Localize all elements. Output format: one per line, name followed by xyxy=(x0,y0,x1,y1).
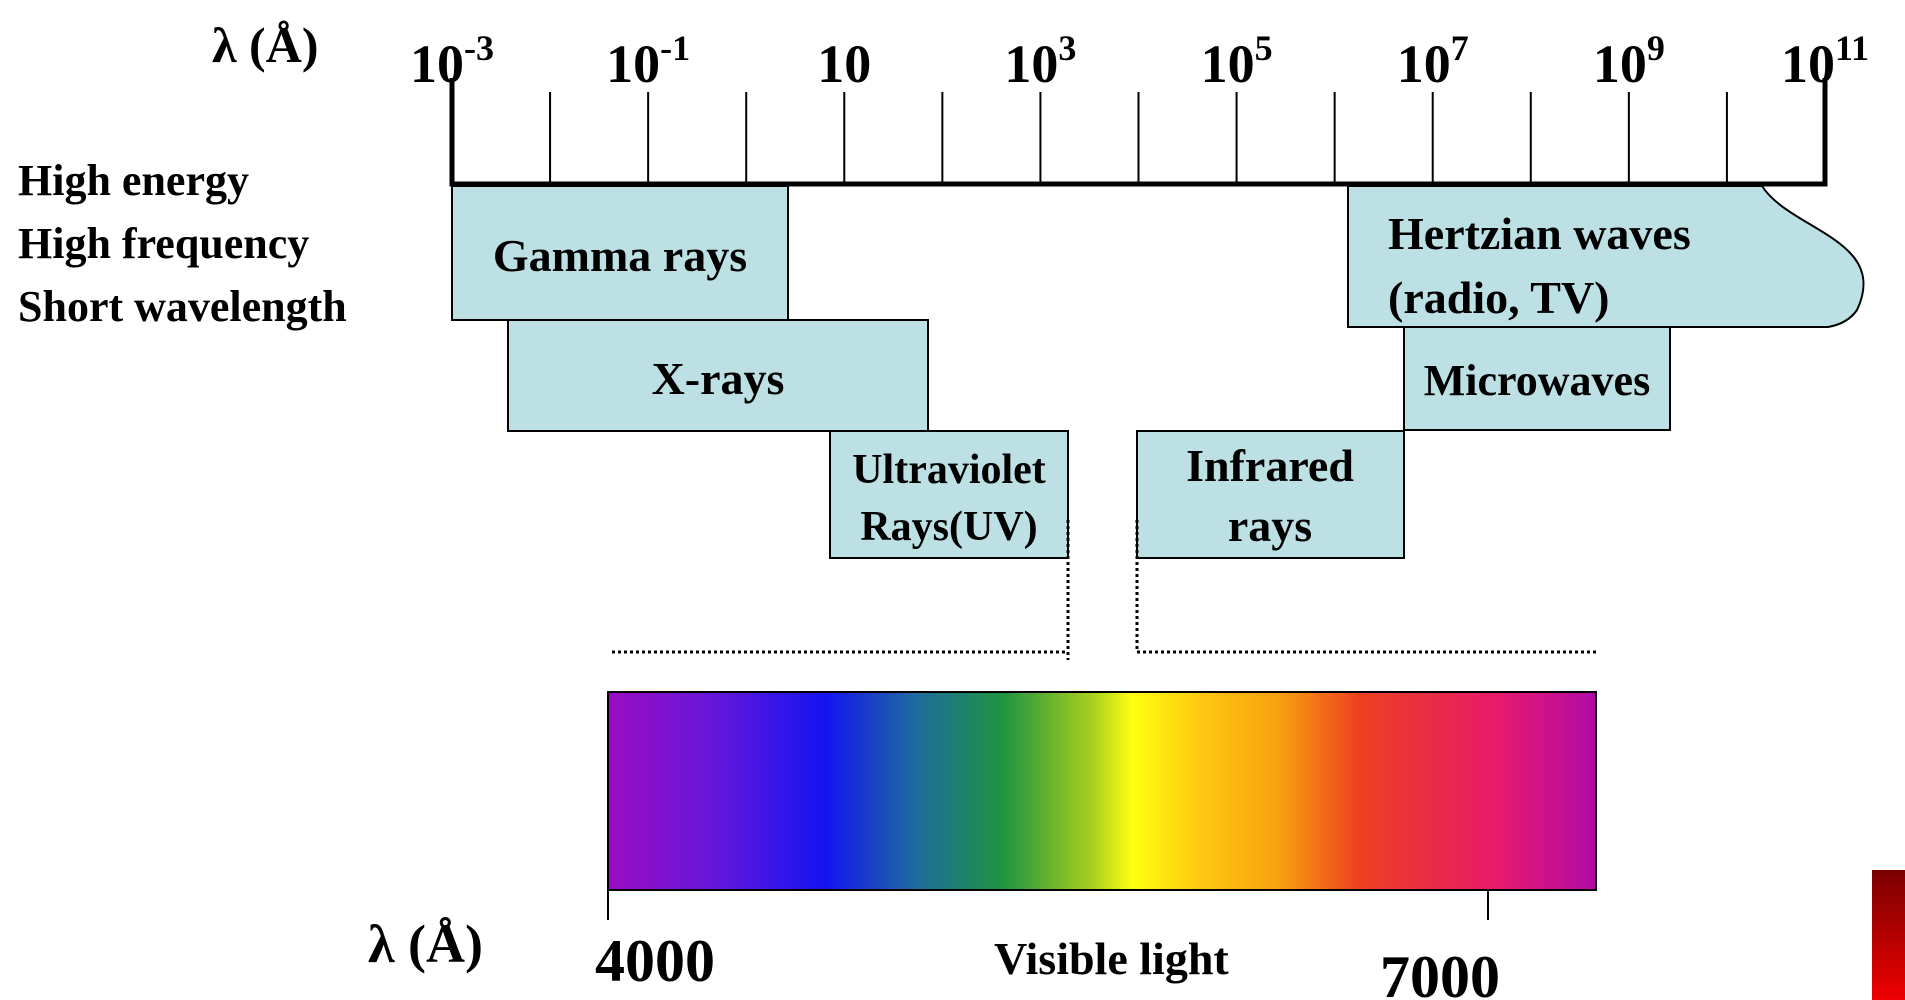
side-label-energy: High energy xyxy=(18,156,249,205)
side-label-wavelength: Short wavelength xyxy=(18,282,347,331)
scale-tick-label: 10 xyxy=(817,34,871,94)
band-label-line-1: Infrared xyxy=(1186,440,1354,491)
visible-spectrum: λ (Å) 4000 Visible light 7000 xyxy=(368,691,1597,1000)
scale-tick-labels: 10-3 10-1 10 103 105 107 109 1011 xyxy=(410,28,1869,94)
visible-connectors xyxy=(612,520,1597,660)
scale-tick-label: 105 xyxy=(1201,28,1273,94)
scale-tick-label: 109 xyxy=(1593,28,1665,94)
band-x-rays: X-rays xyxy=(507,319,929,432)
band-ultraviolet: Ultraviolet Rays(UV) xyxy=(829,430,1069,559)
scale-tick-label: 103 xyxy=(1004,28,1076,94)
wavelength-scale: λ (Å) 10-3 10-1 10 103 105 107 109 1011 xyxy=(212,17,1869,187)
scale-symbol: λ (Å) xyxy=(212,17,318,73)
band-label-line-2: (radio, TV) xyxy=(1388,272,1610,323)
visible-min-label: 4000 xyxy=(595,928,715,994)
band-label: Microwaves xyxy=(1424,356,1650,405)
visible-scale-symbol: λ (Å) xyxy=(368,914,483,974)
band-gamma-rays: Gamma rays xyxy=(451,185,789,321)
band-label-line-2: Rays(UV) xyxy=(860,504,1037,550)
energy-labels: High energy High frequency Short wavelen… xyxy=(18,156,347,331)
band-label-line-1: Ultraviolet xyxy=(852,447,1046,493)
scale-tick-label: 10-1 xyxy=(606,28,690,94)
band-hertzian-waves: Hertzian waves (radio, TV) xyxy=(1347,185,1865,328)
band-microwaves: Microwaves xyxy=(1403,325,1671,431)
scale-tick-label: 10-3 xyxy=(410,28,494,94)
visible-light-label: Visible light xyxy=(994,933,1229,984)
band-label: Gamma rays xyxy=(493,230,747,281)
scale-tick-lines xyxy=(549,92,1728,184)
band-label-line-1: Hertzian waves xyxy=(1388,208,1691,259)
band-label-line-2: rays xyxy=(1228,500,1312,551)
corner-accent-block xyxy=(1872,870,1905,1000)
visible-spectrum-bar xyxy=(607,691,1597,891)
band-infrared: Infrared rays xyxy=(1136,430,1405,559)
visible-max-label: 7000 xyxy=(1380,944,1500,1000)
scale-tick-label: 107 xyxy=(1397,28,1469,94)
scale-tick-label: 1011 xyxy=(1781,28,1869,94)
band-label: X-rays xyxy=(652,353,785,404)
side-label-frequency: High frequency xyxy=(18,219,309,268)
